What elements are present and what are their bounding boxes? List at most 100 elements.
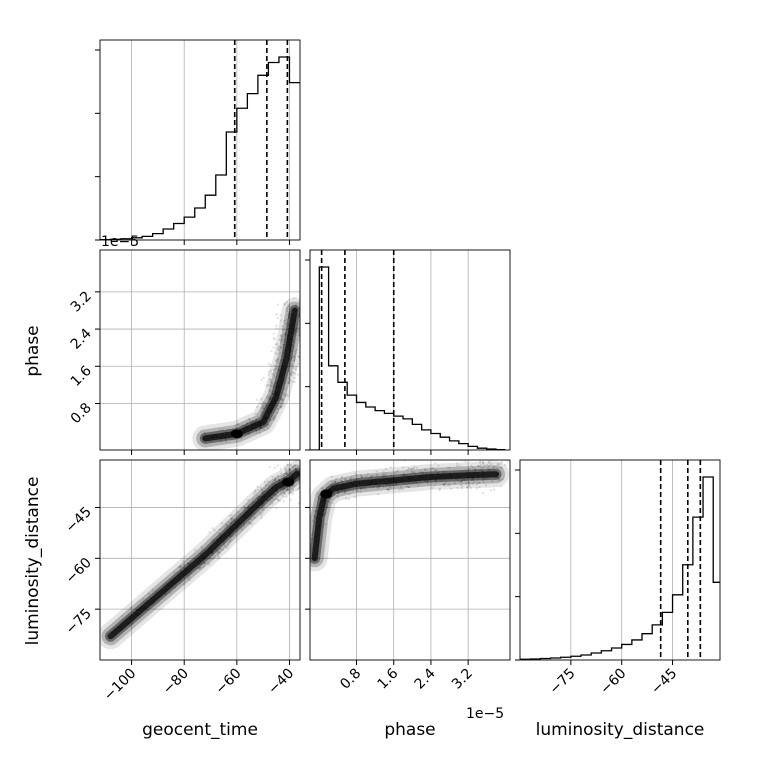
sample-point [300,468,302,470]
sample-point [202,562,206,565]
sample-point [297,362,300,365]
sample-point [287,305,291,308]
sample-point [194,549,197,552]
sample-point [390,483,394,487]
sample-point [326,506,329,509]
sample-point [501,478,504,481]
sample-point [228,540,232,543]
sample-point [446,466,450,469]
sample-point [280,398,283,401]
x-tick-label-geocent-time: −100 [101,666,140,705]
sample-point [355,474,358,477]
sample-point [260,491,264,495]
sample-point [412,481,415,484]
sample-point [331,475,334,478]
sample-point [289,468,292,471]
sample-point [294,467,297,470]
sample-point [475,478,479,481]
sample-point [262,401,265,404]
sample-point [294,328,297,331]
sample-point [264,483,267,486]
sample-point [310,533,314,536]
sample-point [272,373,276,377]
sample-point [280,493,283,496]
sample-point [289,472,292,475]
sample-point [457,480,460,483]
sample-point [287,394,290,397]
sample-point [293,380,296,383]
sample-point [290,488,293,491]
sample-point [226,524,229,527]
sample-point [301,310,303,312]
sample-point [272,389,275,393]
sample-point [199,566,202,569]
sample-point [327,503,330,506]
sample-point [300,329,302,331]
sample-point [197,567,200,570]
sample-point [268,389,271,392]
sample-point [301,465,303,467]
sample-point [292,355,295,358]
sample-point [243,506,246,509]
sample-point [218,548,221,551]
sample-point [283,378,287,381]
sample-point [272,386,275,389]
sample-point [291,380,294,383]
sample-point [341,489,344,493]
sample-point [326,505,329,508]
sample-point [410,467,413,471]
sample-point [294,367,297,371]
sample-point [426,480,429,483]
y-tick-label-luminosity-distance: −75 [63,606,95,638]
sample-point [296,315,299,318]
sample-point [334,491,338,495]
x-axis-label-geocent-time: geocent_time [142,720,258,740]
sample-point [260,426,263,429]
sample-point [402,474,406,477]
sample-point [480,469,484,472]
sample-point [301,322,303,324]
sample-point [213,529,216,532]
sample-point [284,331,287,335]
sample-point [202,548,205,552]
sample-point [296,488,299,491]
sample-point [467,469,470,472]
sample-point [361,486,364,489]
sample-point [482,462,485,466]
sample-point [254,413,257,416]
sample-point [264,405,267,408]
sample-point [263,403,266,406]
sample-point [182,583,186,586]
sample-point [211,552,214,555]
sample-point [403,474,406,477]
sample-point [200,549,203,553]
sample-point [461,479,464,482]
sample-point [402,472,405,475]
sample-point [340,476,343,479]
sample-point [306,474,308,476]
sample-point [303,469,305,471]
sample-point [279,405,282,408]
sample-point [200,545,203,548]
sample-point [305,329,307,331]
sample-point [277,345,280,348]
sample-point [265,404,268,407]
sample-point [286,489,289,492]
sample-point [285,473,288,476]
sample-point [295,456,297,458]
sample-point [277,369,281,373]
sample-point [251,420,254,423]
sample-point [449,487,453,490]
sample-point [410,482,413,485]
sample-point [279,491,282,494]
sample-point [260,378,263,381]
sample-point [453,481,456,484]
sample-point [285,321,288,324]
y-tick-label-phase: 1.6 [68,363,95,390]
sample-point [261,407,264,410]
sample-point [200,563,204,566]
sample-point [472,477,475,481]
sample-point [293,481,297,484]
sample-point [230,520,233,523]
sample-point [445,481,448,484]
